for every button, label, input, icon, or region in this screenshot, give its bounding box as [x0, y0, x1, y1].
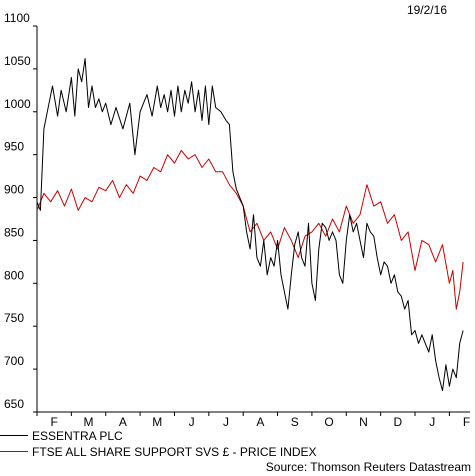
legend-label-ftse: FTSE ALL SHARE SUPPORT SVS £ - PRICE IND…	[32, 445, 317, 459]
y-tick-label: 850	[4, 225, 24, 239]
y-tick-label: 1050	[4, 54, 31, 68]
x-tick-label: F	[463, 415, 470, 429]
y-tick-label: 650	[4, 397, 24, 411]
y-tick-label: 1000	[4, 97, 31, 111]
series-layer	[36, 58, 464, 392]
x-axis-ticks	[36, 412, 450, 416]
y-tick-label: 700	[4, 354, 24, 368]
x-tick-label: F	[51, 415, 58, 429]
source-note: Source: Thomson Reuters Datastream	[265, 460, 471, 474]
y-tick-label: 750	[4, 311, 24, 325]
y-axis-tick-labels: 650 700 750 800 850 900 950 1000 1050 1100	[4, 11, 31, 411]
legend-item-ftse: FTSE ALL SHARE SUPPORT SVS £ - PRICE IND…	[0, 445, 317, 459]
y-tick-label: 950	[4, 140, 24, 154]
x-tick-label: S	[291, 415, 299, 429]
y-axis-ticks	[33, 25, 37, 413]
date-label: 19/2/16	[406, 3, 447, 17]
x-tick-label: A	[119, 415, 127, 429]
x-tick-label: O	[324, 415, 333, 429]
x-tick-label: D	[393, 415, 402, 429]
y-tick-label: 1100	[4, 11, 30, 25]
x-tick-label: M	[152, 415, 162, 429]
legend-swatch-essentra	[0, 435, 28, 437]
x-tick-label: J	[189, 415, 195, 429]
legend-item-essentra: ESSENTRA PLC	[0, 429, 123, 443]
x-tick-label: A	[256, 415, 264, 429]
x-tick-label: N	[359, 415, 368, 429]
x-tick-label: J	[429, 415, 435, 429]
legend-swatch-ftse	[0, 451, 28, 453]
legend-label-essentra: ESSENTRA PLC	[32, 429, 123, 443]
y-tick-label: 800	[4, 268, 24, 282]
x-tick-label: J	[223, 415, 229, 429]
x-tick-label: M	[84, 415, 94, 429]
series-line-essentra	[36, 58, 464, 392]
y-tick-label: 900	[4, 183, 24, 197]
series-line-ftse	[36, 149, 464, 310]
